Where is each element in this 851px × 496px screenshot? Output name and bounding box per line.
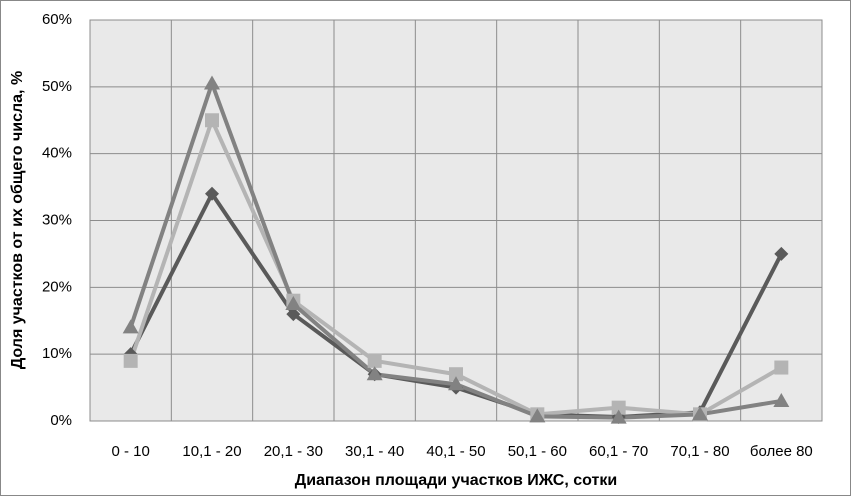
data-point: [774, 246, 789, 261]
x-tick-label: 60,1 - 70: [589, 443, 648, 460]
x-tick-label: 70,1 - 80: [670, 443, 729, 460]
data-point: [367, 353, 382, 368]
data-point: [610, 409, 627, 424]
x-tick-label: 50,1 - 60: [508, 443, 567, 460]
data-point: [448, 376, 464, 391]
data-point: [205, 113, 219, 128]
y-tick-label: 40%: [42, 145, 72, 162]
x-tick-label: 40,1 - 50: [426, 443, 485, 460]
x-tick-label: 10,1 - 20: [182, 443, 241, 460]
y-tick-label: 30%: [42, 211, 72, 228]
data-point: [692, 406, 708, 421]
data-point: [773, 392, 790, 407]
y-tick-label: 50%: [42, 78, 72, 95]
x-tick-label: более 80: [750, 443, 813, 460]
y-tick-label: 20%: [42, 278, 72, 295]
data-point: [611, 400, 626, 415]
data-point: [285, 296, 302, 311]
x-tick-label: 20,1 - 30: [264, 443, 323, 460]
x-axis-title: Диапазон площади участков ИЖС, сотки: [295, 472, 617, 489]
data-point: [449, 367, 463, 382]
data-point: [205, 186, 219, 201]
data-point: [529, 408, 546, 423]
data-point: [123, 353, 138, 368]
y-tick-label: 0%: [50, 412, 72, 429]
data-point: [204, 75, 220, 90]
y-tick-label: 10%: [42, 345, 72, 362]
data-point: [286, 307, 301, 322]
data-point: [366, 366, 383, 381]
data-point: [774, 360, 789, 375]
y-axis-title: Доля участков от их общего числа, %: [9, 71, 26, 369]
data-point: [122, 319, 139, 334]
y-tick-label: 60%: [42, 11, 72, 28]
x-tick-label: 0 - 10: [111, 443, 149, 460]
x-tick-label: 30,1 - 40: [345, 443, 404, 460]
